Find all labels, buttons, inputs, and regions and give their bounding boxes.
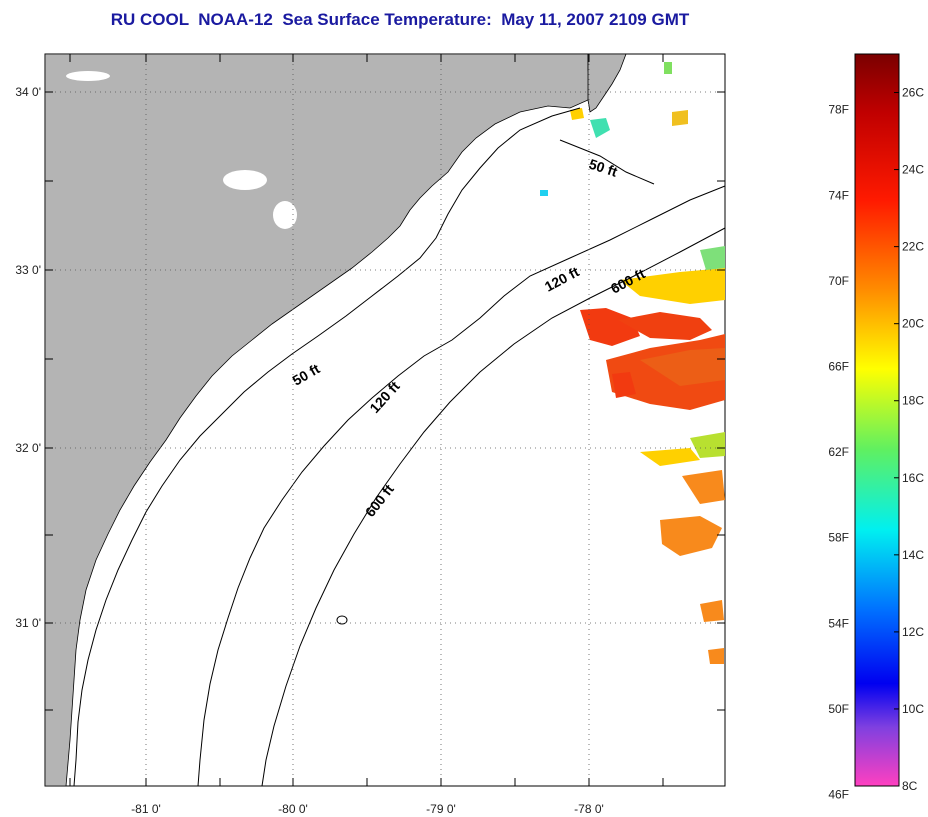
lake <box>66 71 110 81</box>
colorbar-celsius-label: 16C <box>902 471 924 485</box>
contour-inlet <box>559 139 655 185</box>
seamount <box>336 615 348 625</box>
colorbar-fahrenheit-label: 58F <box>828 531 849 545</box>
lat-tick-label: 32 0' <box>15 441 41 455</box>
colorbar-celsius-label: 24C <box>902 163 924 177</box>
colorbar-fahrenheit-label: 78F <box>828 103 849 117</box>
contour-600ft <box>261 227 726 787</box>
lon-tick-label: -78 0' <box>574 802 604 816</box>
lat-tick-label: 34 0' <box>15 85 41 99</box>
lon-tick-label: -81 0' <box>131 802 161 816</box>
colorbar-celsius-label: 14C <box>902 548 924 562</box>
colorbar-fahrenheit-label: 66F <box>828 359 849 373</box>
colorbar-celsius-label: 18C <box>902 394 924 408</box>
colorbar-celsius-label: 10C <box>902 702 924 716</box>
colorbar-fahrenheit-label: 54F <box>828 616 849 630</box>
grid-lines <box>45 54 725 786</box>
contour-50ft <box>73 107 581 787</box>
lon-tick-label: -80 0' <box>278 802 308 816</box>
land-mass <box>44 53 593 787</box>
tick-marks <box>45 54 725 786</box>
lake <box>223 170 267 190</box>
lat-tick-label: 31 0' <box>15 616 41 630</box>
colorbar-celsius-label: 26C <box>902 86 924 100</box>
bathymetry-contours <box>73 107 726 787</box>
lat-tick-label: 33 0' <box>15 263 41 277</box>
colorbar-celsius-label: 8C <box>902 779 918 793</box>
colorbar-fahrenheit-label: 50F <box>828 702 849 716</box>
colorbar-celsius-label: 20C <box>902 317 924 331</box>
colorbar-celsius-label: 22C <box>902 240 924 254</box>
colorbar-gradient <box>854 53 900 787</box>
colorbar-fahrenheit-label: 70F <box>828 274 849 288</box>
contour-120ft <box>197 185 726 787</box>
colorbar-celsius-label: 12C <box>902 625 924 639</box>
lon-tick-label: -79 0' <box>426 802 456 816</box>
colorbar-fahrenheit-label: 62F <box>828 445 849 459</box>
lake <box>273 201 297 229</box>
colorbar-fahrenheit-label: 46F <box>828 788 849 802</box>
colorbar-fahrenheit-label: 74F <box>828 188 849 202</box>
map-title: RU COOL NOAA-12 Sea Surface Temperature:… <box>110 10 690 29</box>
colorbar-ticks: 78F 74F 70F 66F 62F 58F 54F 50F 46F 26C 24C 22C 20C 1… <box>828 86 924 802</box>
sst-patches <box>540 62 725 664</box>
